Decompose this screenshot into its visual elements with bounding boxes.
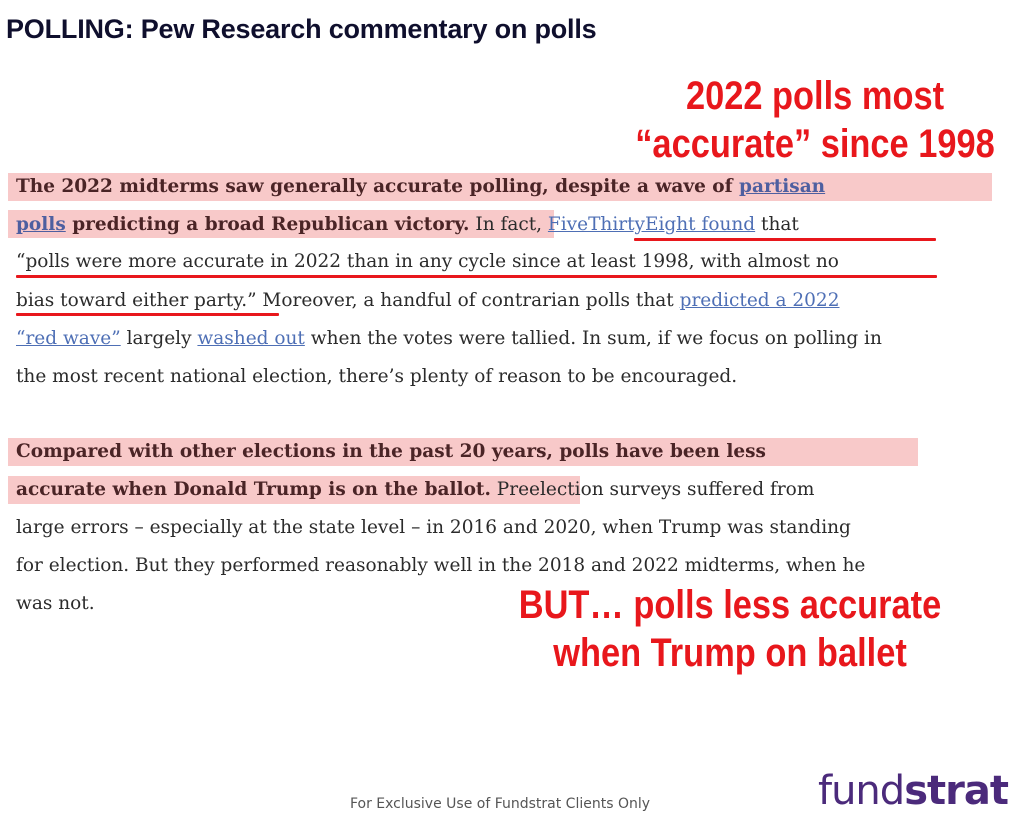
slide-title: POLLING: Pew Research commentary on poll… <box>6 14 597 44</box>
p1-line-6: the most recent national election, there… <box>16 365 737 389</box>
p1-bold-lead: The 2022 midterms saw generally accurate… <box>16 176 740 197</box>
p1-line-4: bias toward either party.” Moreover, a h… <box>16 289 839 313</box>
logo-part-fund: fund <box>818 768 905 814</box>
highlight-p1-line1 <box>8 173 992 201</box>
p1-text-tallied: when the votes were tallied. In sum, if … <box>304 328 882 349</box>
p2-text-errors: large errors – especially at the state l… <box>16 517 851 538</box>
callout-accuracy: 2022 polls most “accurate” since 1998 <box>617 72 1013 168</box>
p1-line-2: polls predicting a broad Republican vict… <box>16 213 799 237</box>
partisan-link[interactable]: partisan <box>739 176 826 197</box>
p2-line-4: for election. But they performed reasona… <box>16 554 865 578</box>
p2-line-5: was not. <box>16 592 95 616</box>
p2-text-surveys: Preelection surveys suffered from <box>490 479 815 500</box>
polls-link[interactable]: polls <box>16 214 66 235</box>
p1-line-5: “red wave” largely washed out when the v… <box>16 327 882 351</box>
p2-bold-tail: accurate when Donald Trump is on the bal… <box>16 479 491 500</box>
callout-accuracy-line-1: 2022 polls most <box>685 74 945 118</box>
underline-fivethirtyeight <box>634 238 936 241</box>
callout-accuracy-line-2: “accurate” since 1998 <box>635 122 995 166</box>
washed-out-link[interactable]: washed out <box>197 328 305 349</box>
underline-bias-line <box>16 313 279 316</box>
red-wave-link[interactable]: “red wave” <box>16 328 121 349</box>
highlight-p2-line2 <box>8 476 580 504</box>
p1-text-bias: bias toward either party.” Moreover, a h… <box>16 290 680 311</box>
logo-part-strat: strat <box>904 768 1009 814</box>
p2-line-3: large errors – especially at the state l… <box>16 516 851 540</box>
p2-bold-lead: Compared with other elections in the pas… <box>16 441 766 462</box>
p2-text-midterms: for election. But they performed reasona… <box>16 555 866 576</box>
predicted-2022-link[interactable]: predicted a 2022 <box>679 290 840 311</box>
p1-text-largely: largely <box>120 328 198 349</box>
callout-trump: BUT… polls less accurate when Trump on b… <box>489 581 971 677</box>
fundstrat-logo: fundstrat <box>818 768 1009 814</box>
callout-trump-line-1: BUT… polls less accurate <box>518 583 942 627</box>
underline-quote-line <box>16 275 937 278</box>
p2-line-2: accurate when Donald Trump is on the bal… <box>16 478 814 502</box>
highlight-p1-line2 <box>8 210 554 238</box>
p2-line-1: Compared with other elections in the pas… <box>16 440 766 464</box>
fivethirtyeight-link[interactable]: FiveThirtyEight found <box>547 214 756 235</box>
p1-quote: “polls were more accurate in 2022 than i… <box>16 251 839 272</box>
p1-text-infact: In fact, <box>469 214 548 235</box>
footer-disclaimer: For Exclusive Use of Fundstrat Clients O… <box>349 796 651 812</box>
p1-bold-tail: predicting a broad Republican victory. <box>65 214 470 235</box>
highlight-p2-line1 <box>8 438 918 466</box>
p1-text-that: that <box>755 214 799 235</box>
p1-line-3: “polls were more accurate in 2022 than i… <box>16 250 839 274</box>
p1-line-1: The 2022 midterms saw generally accurate… <box>16 175 825 199</box>
callout-trump-line-2: when Trump on ballet <box>553 631 907 675</box>
p2-text-wasnot: was not. <box>16 593 95 614</box>
p1-text-encouraged: the most recent national election, there… <box>16 366 738 387</box>
